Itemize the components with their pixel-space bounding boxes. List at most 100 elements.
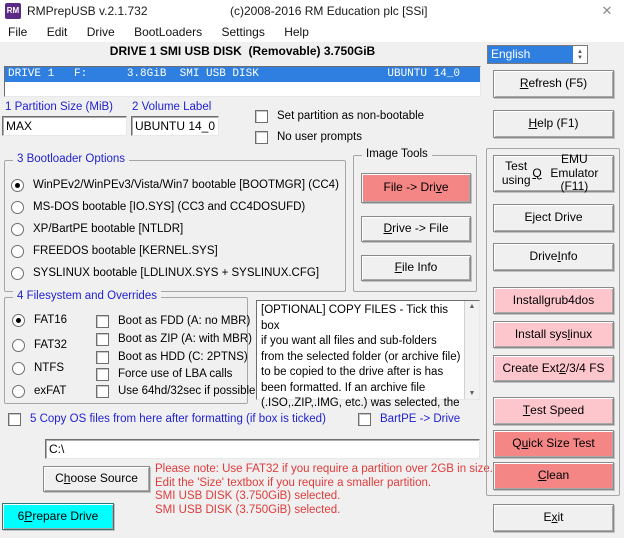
copy-files-info-box[interactable]: [OPTIONAL] COPY FILES - Tick this box if… — [256, 300, 480, 409]
language-combo[interactable]: English ▲ ▼ — [487, 45, 588, 64]
boot-as-fdd-checkbox[interactable] — [96, 315, 109, 328]
noprompts-checkbox[interactable] — [255, 131, 268, 144]
filesystem-title: 4 Filesystem and Overrides — [13, 290, 161, 302]
title-bar: RM RMPrepUSB v.2.1.732 (c)2008-2016 RM E… — [0, 0, 624, 22]
menu-help[interactable]: Help — [284, 25, 309, 39]
fs-radio-fat16[interactable] — [12, 314, 25, 327]
menu-settings[interactable]: Settings — [221, 25, 265, 39]
fs-radio-exfat[interactable] — [12, 385, 25, 398]
drive-row-volume: UBUNTU 14_0 — [387, 68, 460, 80]
fs-override-label: Boot as ZIP (A: with MBR) — [118, 333, 252, 345]
main-panel: DRIVE 1 SMI USB DISK (Removable) 3.750Gi… — [0, 42, 624, 538]
fs-radio-ntfs[interactable] — [12, 362, 25, 375]
file-to-drive-button[interactable]: File -> Dri v e — [361, 173, 471, 203]
install-syslinux-button[interactable]: Install sys l inux — [493, 321, 614, 348]
boot-as-zip-checkbox[interactable] — [96, 333, 109, 346]
fs-option-label: exFAT — [34, 385, 67, 397]
window-title: RMPrepUSB v.2.1.732 — [27, 4, 148, 18]
note-line: SMI USB DISK (3.750GiB) selected. — [155, 490, 341, 502]
install-grub4dos-button[interactable]: Install g rub4dos — [493, 287, 614, 314]
partition-size-label: 1 Partition Size (MiB) — [5, 101, 114, 113]
fs-override-label: Use 64hd/32sec if possible — [118, 385, 256, 397]
force-lba-checkbox[interactable] — [96, 368, 109, 381]
bootloader-radio-msdos[interactable] — [11, 201, 24, 214]
copy-os-files-checkbox[interactable] — [8, 413, 21, 426]
spinner-down-icon: ▼ — [577, 54, 583, 61]
menu-drive[interactable]: Drive — [86, 25, 115, 39]
bartpe-label: BartPE -> Drive — [380, 413, 461, 425]
bootloader-option-label: SYSLINUX bootable [LDLINUX.SYS + SYSLINU… — [33, 267, 320, 279]
boot-as-hdd-checkbox[interactable] — [96, 351, 109, 364]
noprompts-label: No user prompts — [277, 131, 363, 143]
filesystem-group: 4 Filesystem and Overrides FAT16 FAT32 N… — [4, 290, 255, 404]
source-path-field-wrap — [45, 439, 480, 459]
menu-file[interactable]: File — [8, 25, 28, 39]
info-scrollbar[interactable]: ▲ ▼ — [464, 301, 479, 399]
create-ext-fs-button[interactable]: Create Ext 2/3/4 FS — [493, 355, 614, 382]
close-icon[interactable]: ✕ — [601, 3, 613, 18]
bootloader-radio-freedos[interactable] — [11, 245, 24, 258]
menu-bar: File Edit Drive BootLoaders Settings Hel… — [0, 22, 624, 42]
app-icon: RM — [5, 3, 21, 19]
bootloader-radio-winpe[interactable] — [11, 179, 24, 192]
image-tools-title: Image Tools — [362, 148, 432, 160]
language-selected-value: English — [488, 46, 573, 63]
menu-bootloaders[interactable]: BootLoaders — [134, 25, 203, 39]
use-64hd-checkbox[interactable] — [96, 385, 109, 398]
notes-area: Please note: Use FAT32 if you require a … — [155, 463, 493, 517]
nonbootable-label: Set partition as non-bootable — [277, 110, 425, 122]
note-line: Please note: Use FAT32 if you require a … — [155, 463, 493, 475]
fs-override-label: Force use of LBA calls — [118, 368, 233, 380]
partition-size-input[interactable] — [3, 117, 126, 135]
drive-row-info: DRIVE 1 F: 3.8GiB SMI USB DISK — [8, 68, 259, 80]
drive-list-row-selected[interactable]: DRIVE 1 F: 3.8GiB SMI USB DISK UBUNTU 14… — [5, 67, 480, 82]
fs-override-label: Boot as HDD (C: 2PTNS) — [118, 351, 248, 363]
qemu-test-button[interactable]: Test using Q EMU Emulator (F11) — [493, 152, 614, 193]
language-spinner[interactable]: ▲ ▼ — [573, 46, 587, 63]
fs-option-label: FAT32 — [34, 339, 68, 351]
fs-option-label: FAT16 — [34, 314, 68, 326]
source-path-input[interactable] — [46, 440, 479, 458]
drive-list[interactable]: DRIVE 1 F: 3.8GiB SMI USB DISK UBUNTU 14… — [4, 66, 481, 97]
bootloader-radio-xp[interactable] — [11, 223, 24, 236]
volume-label-input[interactable] — [132, 117, 218, 135]
bootloader-options-title: 3 Bootloader Options — [13, 153, 130, 165]
note-line: Edit the 'Size' textbox if you require a… — [155, 476, 432, 489]
copyright-text: (c)2008-2016 RM Education plc [SSi] — [230, 4, 428, 18]
spinner-up-icon: ▲ — [577, 48, 583, 55]
bootloader-option-label: FREEDOS bootable [KERNEL.SYS] — [33, 245, 218, 257]
fs-option-label: NTFS — [34, 362, 65, 374]
menu-edit[interactable]: Edit — [46, 25, 68, 39]
bootloader-options-group: 3 Bootloader Options WinPEv2/WinPEv3/Vis… — [4, 153, 346, 292]
partition-size-field-wrap — [2, 116, 127, 136]
bootloader-radio-syslinux[interactable] — [11, 267, 24, 280]
bootloader-option-label: XP/BartPE bootable [NTLDR] — [33, 223, 184, 235]
bootloader-option-label: WinPEv2/WinPEv3/Vista/Win7 bootable [BOO… — [33, 179, 339, 191]
scroll-up-icon[interactable]: ▲ — [468, 303, 476, 310]
fs-radio-fat32[interactable] — [12, 339, 25, 352]
volume-label-label: 2 Volume Label — [132, 101, 212, 113]
note-line: SMI USB DISK (3.750GiB) selected. — [155, 503, 341, 516]
copy-os-files-label: 5 Copy OS files from here after formatti… — [30, 413, 326, 425]
volume-label-field-wrap — [131, 116, 219, 136]
drive-summary-header: DRIVE 1 SMI USB DISK (Removable) 3.750Gi… — [109, 44, 376, 58]
nonbootable-checkbox[interactable] — [255, 110, 268, 123]
scroll-down-icon[interactable]: ▼ — [468, 390, 476, 397]
drive-tools-group — [486, 148, 620, 496]
bartpe-checkbox[interactable] — [358, 413, 371, 426]
copy-files-info-text: [OPTIONAL] COPY FILES - Tick this box if… — [261, 304, 461, 409]
